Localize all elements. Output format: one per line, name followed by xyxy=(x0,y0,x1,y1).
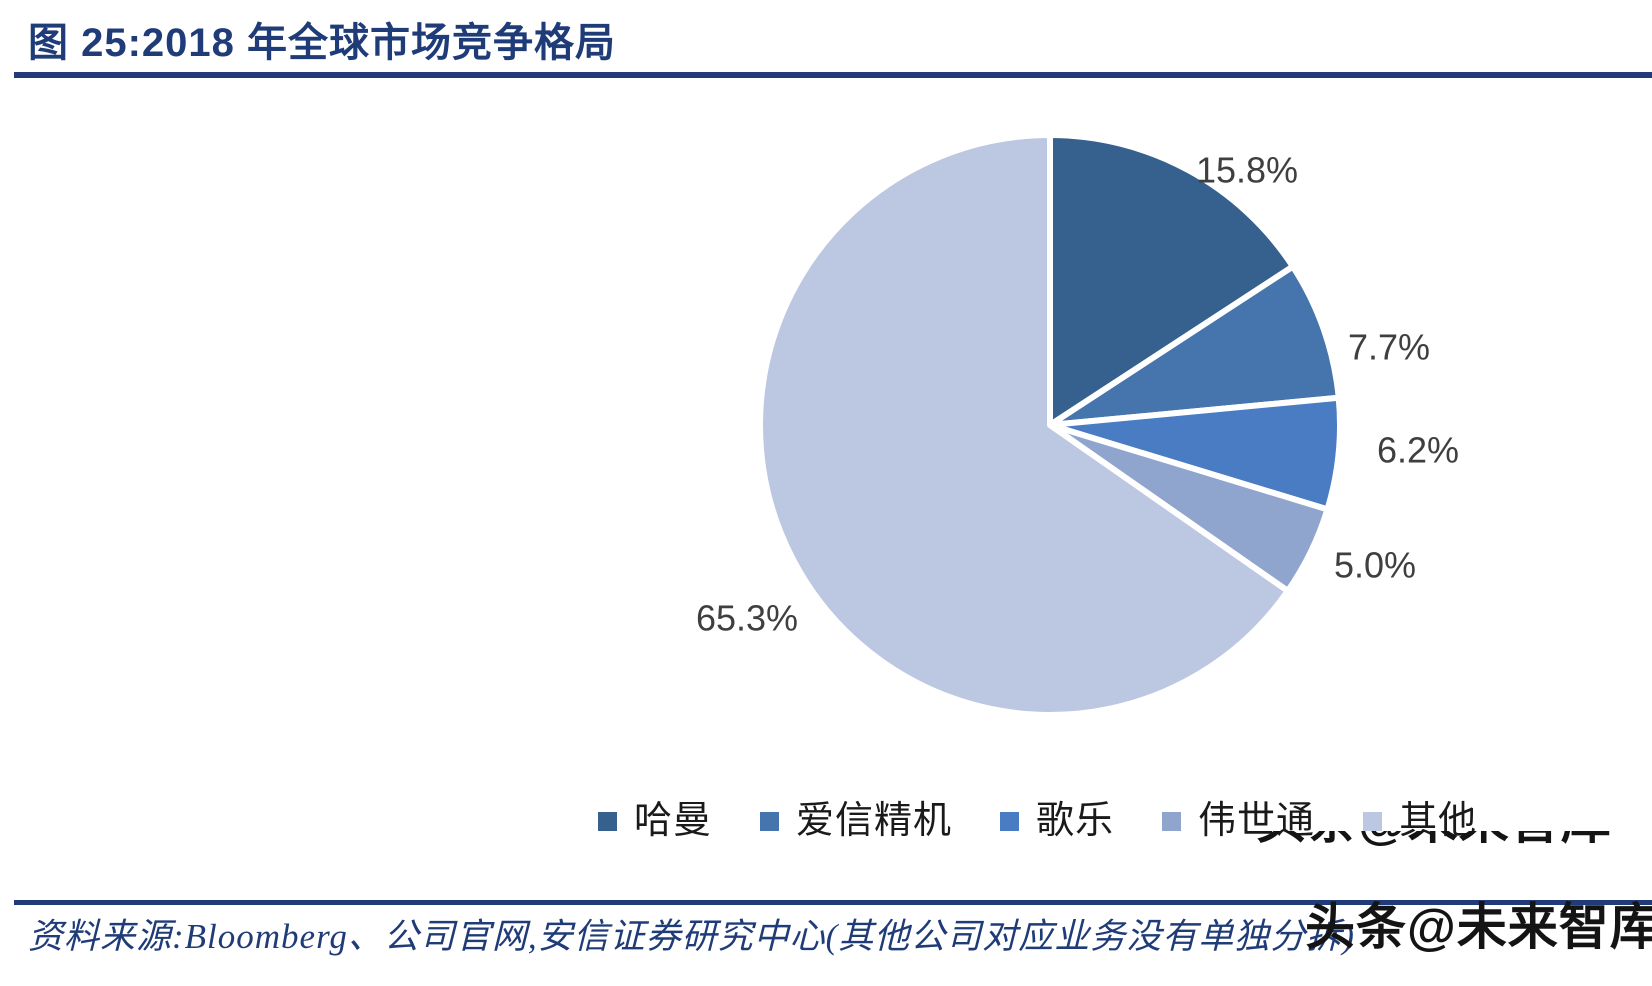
legend-label: 伟世通 xyxy=(1198,800,1316,842)
pie-value-label-伟世通: 5.0% xyxy=(1334,545,1416,586)
legend-label: 哈曼 xyxy=(634,800,713,842)
chart-legend: 哈曼 爱信精机 歌乐 伟世通 其他 xyxy=(598,799,1477,843)
legend-swatch-icon xyxy=(598,811,617,831)
pie-value-label-哈曼: 15.8% xyxy=(1196,150,1298,191)
legend-label: 歌乐 xyxy=(1036,800,1115,842)
pie-slice-爱信精机 xyxy=(1047,263,1342,428)
legend-item-others: 其他 xyxy=(1363,800,1477,842)
watermark-upper-fragment: 头条@未来智库 xyxy=(1256,831,1652,849)
pie-value-label-歌乐: 6.2% xyxy=(1377,430,1459,471)
legend-label: 其他 xyxy=(1399,800,1478,842)
watermark-text: 头条@未来智库 xyxy=(1305,899,1652,955)
pie-slice-其他 xyxy=(757,132,1291,718)
title-divider-line xyxy=(14,72,1652,78)
pie-slice-哈曼 xyxy=(1047,132,1296,428)
legend-item-clarion: 歌乐 xyxy=(1000,800,1114,842)
pie-value-label-爱信精机: 7.7% xyxy=(1348,327,1430,368)
legend-swatch-icon xyxy=(1363,811,1383,831)
legend-item-harman: 哈曼 xyxy=(598,800,712,842)
legend-swatch-icon xyxy=(1162,811,1182,831)
legend-item-aisin: 爱信精机 xyxy=(760,800,952,842)
legend-swatch-icon xyxy=(760,811,780,831)
figure-title: 图 25:2018 年全球市场竞争格局 xyxy=(28,21,617,65)
pie-value-label-其他: 65.3% xyxy=(696,598,798,639)
legend-swatch-icon xyxy=(1000,811,1020,831)
legend-label: 爱信精机 xyxy=(796,800,953,842)
legend-item-visteon: 伟世通 xyxy=(1162,800,1315,842)
source-divider-line xyxy=(14,900,1652,905)
watermark-text: 头条@未来智库 xyxy=(1256,831,1652,847)
source-note: 资料来源:Bloomberg、公司官网,安信证券研究中心(其他公司对应业务没有单… xyxy=(28,917,1355,956)
